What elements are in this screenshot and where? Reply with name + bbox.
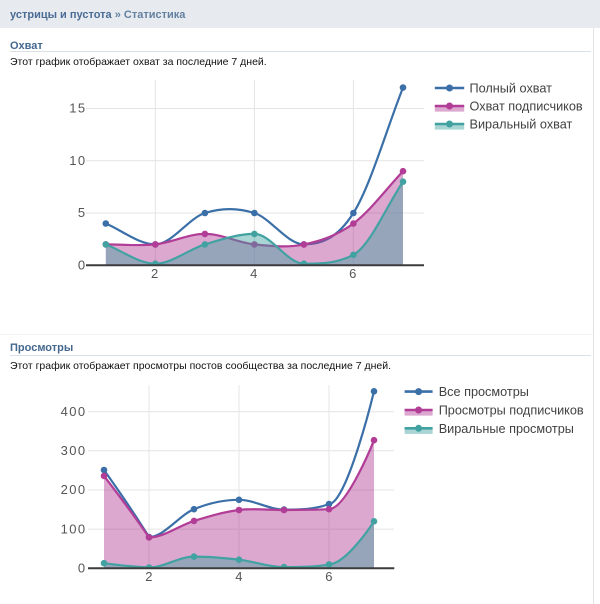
svg-text:Виральные просмотры: Виральные просмотры [439,422,574,436]
svg-text:4: 4 [250,266,259,281]
svg-text:Просмотры подписчиков: Просмотры подписчиков [439,404,584,418]
svg-text:200: 200 [61,482,87,497]
svg-text:15: 15 [69,101,86,116]
svg-text:10: 10 [69,153,86,168]
svg-text:0: 0 [78,258,87,273]
svg-text:Полный охват: Полный охват [470,82,553,96]
svg-text:2: 2 [151,266,160,281]
svg-text:Виральный охват: Виральный охват [470,118,573,132]
svg-text:6: 6 [349,266,358,281]
svg-text:6: 6 [325,569,334,584]
svg-text:2: 2 [145,569,154,584]
svg-text:Все просмотры: Все просмотры [439,385,529,399]
svg-text:4: 4 [235,569,244,584]
svg-text:5: 5 [78,205,87,220]
svg-text:Охват подписчиков: Охват подписчиков [470,100,583,114]
svg-text:0: 0 [78,561,87,576]
svg-text:100: 100 [61,521,87,536]
svg-text:400: 400 [61,404,87,419]
svg-text:300: 300 [61,443,87,458]
